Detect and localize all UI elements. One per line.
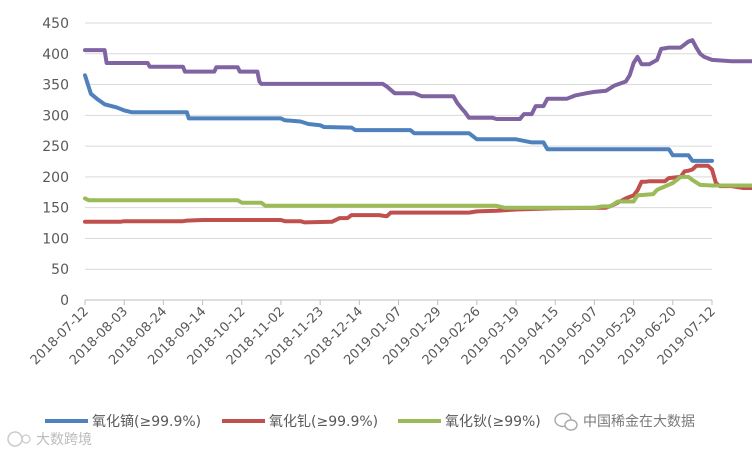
legend-label-dy: 氧化镝(≥99.9%)	[92, 413, 201, 430]
watermark-wechat-text: 中国稀金在大数据	[583, 414, 695, 430]
watermark-wechat: 中国稀金在大数据	[554, 412, 695, 431]
legend: 氧化镝(≥99.9%) 氧化钆(≥99.9%) 氧化钬(≥99%)	[45, 413, 541, 430]
watermark-logo-icon	[7, 431, 31, 447]
watermark-bottom-text: 大数跨境	[36, 432, 92, 448]
y-tick-label: 300	[42, 108, 69, 124]
series-lines	[83, 38, 752, 225]
y-tick-label: 50	[51, 262, 69, 278]
y-tick-label: 200	[42, 170, 69, 186]
legend-label-gd: 氧化钆(≥99.9%)	[269, 414, 378, 430]
y-tick-label: 250	[42, 139, 69, 155]
legend-item-gd: 氧化钆(≥99.9%)	[222, 414, 378, 430]
gridlines	[85, 22, 712, 270]
series-line-holmium-oxide	[83, 174, 752, 210]
y-tick-label: 350	[42, 78, 69, 94]
y-tick-label: 0	[60, 293, 69, 309]
x-tick-labels: 2018-07-122018-08-032018-08-242018-09-14…	[28, 300, 719, 368]
legend-item-ho: 氧化钬(≥99%)	[398, 414, 541, 430]
legend-label-ho: 氧化钬(≥99%)	[445, 414, 541, 430]
y-tick-label: 450	[42, 16, 69, 32]
wechat-icon	[554, 412, 578, 431]
series-line-purple	[83, 38, 752, 121]
y-tick-labels: 0 50 100 150 200 250 300 350 400 450	[42, 16, 69, 309]
legend-item-dy: 氧化镝(≥99.9%)	[45, 413, 201, 430]
series-line-dysprosium-oxide	[83, 73, 714, 163]
watermark-bottom-left: 大数跨境	[7, 431, 92, 448]
y-tick-label: 400	[42, 47, 69, 63]
y-tick-label: 150	[42, 201, 69, 217]
y-tick-label: 100	[42, 231, 69, 247]
